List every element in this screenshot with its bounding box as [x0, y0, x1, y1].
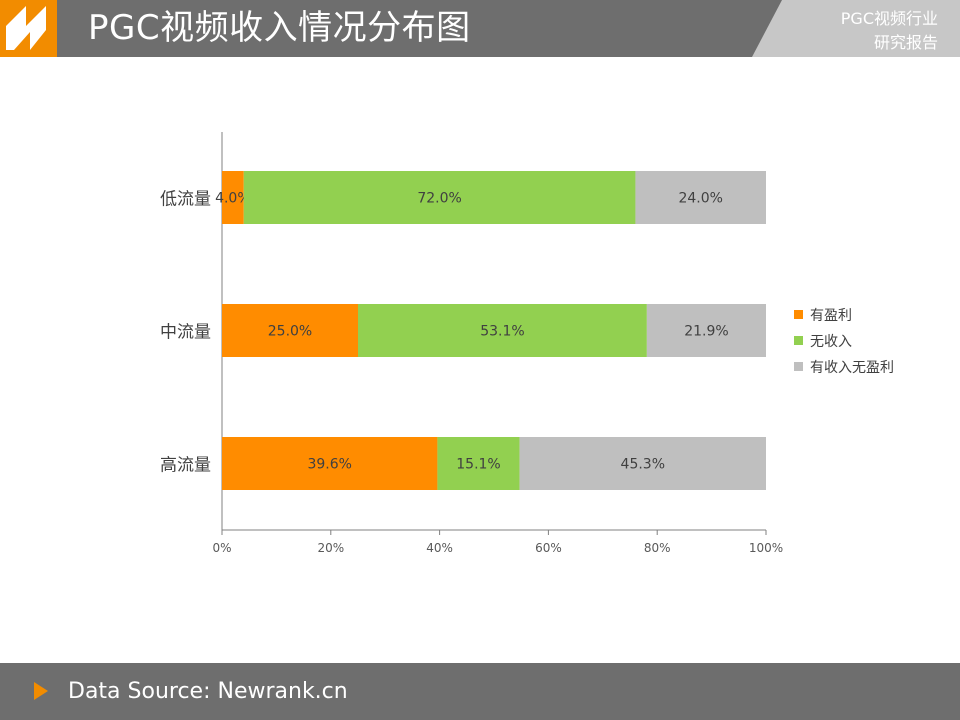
bar-segment: [222, 437, 438, 490]
legend-label: 有收入无盈利: [810, 360, 894, 376]
logo-mark-icon: [6, 6, 46, 50]
revenue-distribution-chart: 0% 20% 40% 60% 80% 100% 低流量 4.0% 72.0% 24.0% 中流量 25…: [160, 132, 894, 555]
bar-segment: [222, 171, 244, 224]
x-tick-label: 80%: [644, 541, 671, 555]
bar-segment: [437, 437, 520, 490]
footer-bar: Data Source: Newrank.cn: [0, 663, 960, 720]
legend-label: 有盈利: [810, 308, 852, 324]
play-triangle-icon: [34, 682, 48, 700]
data-source-text: Data Source: Newrank.cn: [68, 679, 348, 704]
x-tick-label: 0%: [212, 541, 231, 555]
bar-segment: [635, 171, 766, 224]
data-label: 15.1%: [456, 457, 500, 473]
x-tick-label: 100%: [749, 541, 783, 555]
bar-segment: [646, 304, 766, 357]
report-tag: PGC视频行业 研究报告: [752, 0, 960, 57]
report-tag-line1: PGC视频行业: [840, 9, 938, 28]
x-tick-label: 20%: [317, 541, 344, 555]
bar-segment: [519, 437, 766, 490]
data-label: 39.6%: [307, 457, 351, 473]
legend-swatch: [794, 310, 803, 319]
x-tick-label: 40%: [426, 541, 453, 555]
legend-swatch: [794, 362, 803, 371]
legend-swatch: [794, 336, 803, 345]
legend-label: 无收入: [810, 334, 852, 350]
data-label: 53.1%: [480, 324, 524, 340]
bar-segment: [243, 171, 636, 224]
category-label: 低流量: [160, 190, 211, 210]
data-label: 21.9%: [684, 324, 728, 340]
logo: [0, 0, 57, 57]
category-label: 中流量: [160, 323, 211, 343]
data-label: 24.0%: [678, 191, 722, 207]
x-tick-label: 60%: [535, 541, 562, 555]
data-label: 72.0%: [417, 191, 461, 207]
page-title: PGC视频收入情况分布图: [88, 8, 471, 48]
bar-segment: [358, 304, 647, 357]
data-label: 25.0%: [268, 324, 312, 340]
category-label: 高流量: [160, 456, 211, 476]
bar-segment: [222, 304, 358, 357]
data-label: 45.3%: [621, 457, 665, 473]
report-tag-line2: 研究报告: [873, 33, 938, 52]
data-label: 4.0%: [215, 191, 251, 207]
header-bar: PGC视频收入情况分布图 PGC视频行业 研究报告: [0, 0, 960, 57]
